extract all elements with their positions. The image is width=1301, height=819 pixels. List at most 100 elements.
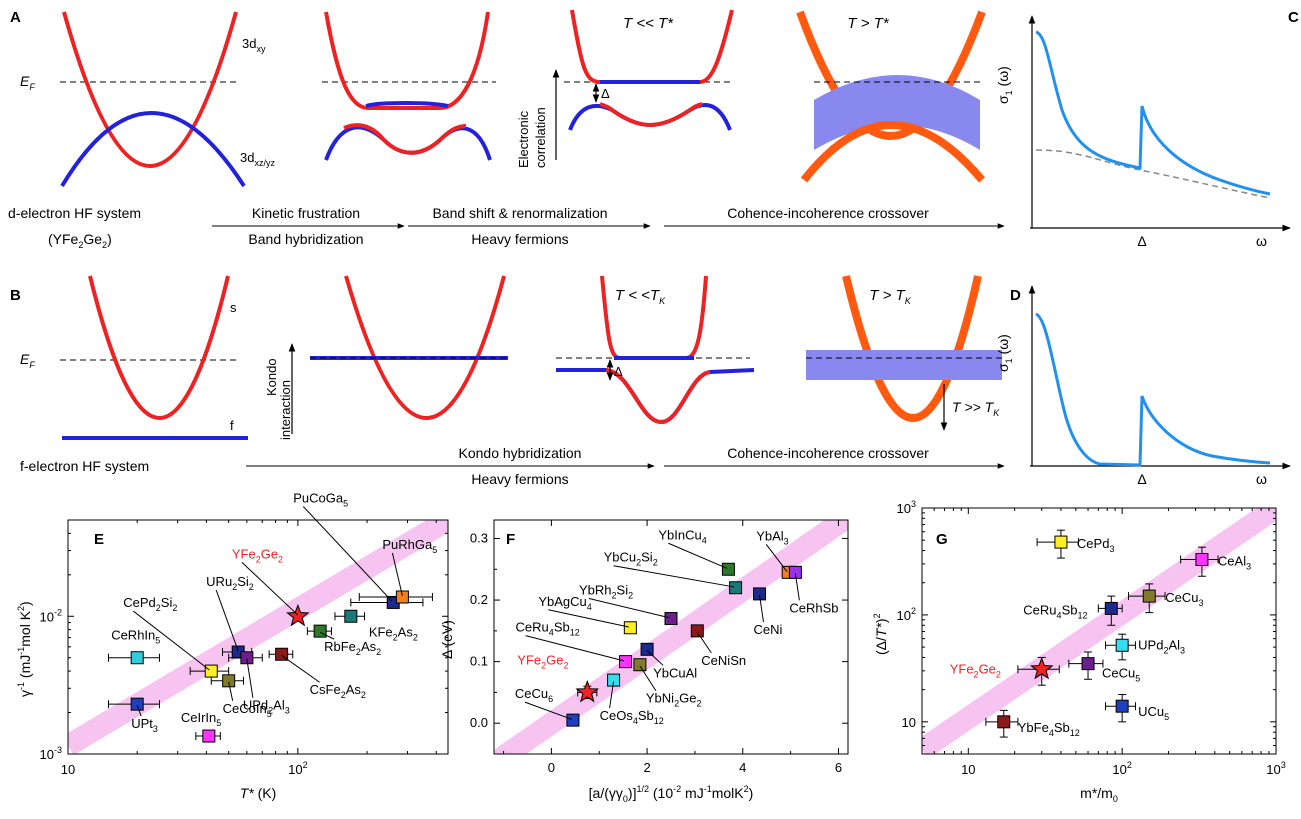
point-label: YFe2Ge2 (517, 652, 568, 670)
y-tick-label: 10-3 (40, 745, 62, 762)
band-lower (556, 368, 755, 424)
square-marker (1115, 638, 1129, 652)
x-axis-label: [a/(γγ0)]1/2 (10-2 mJ-1molK2) (589, 784, 754, 804)
square-marker (130, 697, 144, 711)
process-label-kondo: Kondo hybridization (459, 445, 582, 461)
y-axis-label: γ-1 (mJ-1mol K2) (16, 601, 33, 697)
data-point-CeCu3: CeCu3 (1128, 583, 1204, 614)
band-s (88, 275, 230, 420)
band-s-incoherent (842, 275, 982, 422)
title-high-t-a: T > T* (847, 15, 889, 32)
optical-conductivity-curve (1035, 312, 1271, 467)
point-label: YbNi2Ge2 (646, 691, 702, 709)
process-label-crossover: Cohence-incoherence crossover (727, 205, 929, 221)
label-leader-line (548, 609, 629, 628)
band-lower-hybrid-red (343, 123, 467, 155)
band-upper-hybrid (324, 11, 490, 110)
data-point-YFe2Ge2: YFe2Ge2 (517, 652, 600, 703)
label-leader-line (302, 506, 393, 602)
point-label: CeAl3 (1218, 553, 1251, 571)
panel-label-b: B (10, 287, 21, 304)
panel-label-f: F (506, 531, 515, 548)
y-tick-label: 102 (897, 606, 916, 623)
process-label-hybridization: Band hybridization (248, 231, 363, 247)
band-upper-incoherent (796, 10, 986, 140)
band-3dxz (60, 111, 246, 188)
x-axis-label: T* (K) (240, 785, 277, 801)
square-marker (202, 729, 216, 743)
band-diagram-a4: T > T* (796, 10, 986, 183)
point-label: CePd3 (1077, 536, 1115, 554)
x-tick-label: 10 (961, 762, 975, 777)
band-3dxy (62, 11, 238, 168)
data-point-YbAgCu4: YbAgCu4 (538, 594, 637, 635)
label-leader-line (613, 565, 735, 588)
point-label: UPd2Al3 (243, 698, 290, 716)
point-label: PuCoGa5 (293, 490, 348, 508)
point-label: CeNi (754, 622, 783, 637)
process-label-heavy-fermions: Heavy fermions (471, 231, 568, 247)
label-leader-line (319, 631, 335, 640)
point-label: CeCoIn5 (223, 701, 272, 719)
x-tick-label: 6 (835, 760, 842, 775)
data-point-CePd2Si2: CePd2Si2 (123, 595, 230, 678)
system-label-d: d-electron HF system (8, 205, 141, 221)
label-leader-line (646, 650, 664, 666)
y-tick-label: 10 (902, 715, 916, 730)
band-lower-red (605, 368, 711, 424)
point-label: CeCu5 (1102, 666, 1140, 684)
point-label: CsFe2As2 (310, 682, 366, 700)
square-marker (623, 621, 637, 635)
data-point-KFe2As2: KFe2As2 (334, 609, 418, 642)
point-label: YFe2Ge2 (232, 546, 283, 564)
ef-label: EF (20, 73, 35, 92)
drude-curve (1035, 149, 1271, 199)
band-diagram-a2 (322, 11, 496, 161)
square-marker (607, 673, 621, 687)
point-label: CeRhIn5 (111, 628, 160, 646)
square-marker (222, 674, 236, 688)
point-label: CeRu4Sb12 (516, 620, 580, 638)
label-leader-line (281, 655, 320, 683)
system-label-d-formula: (YFe2Ge2) (48, 231, 112, 250)
process-label-band-shift: Band shift & renormalization (432, 205, 607, 221)
square-marker (633, 658, 647, 672)
process-label-crossover-b: Cohence-incoherence crossover (727, 445, 929, 461)
square-marker (395, 590, 409, 604)
square-marker (619, 655, 633, 669)
temperature-label: T >> TK (952, 399, 1000, 418)
point-label: CeRhSb (789, 600, 838, 615)
point-label: UCu5 (1138, 704, 1169, 722)
square-marker (640, 642, 654, 656)
square-marker (566, 713, 580, 727)
band-lower-red (599, 102, 703, 127)
point-label: YbCuAl (653, 665, 697, 680)
data-point-CeNi: CeNi (753, 587, 783, 637)
data-point-CeCoIn5: CeCoIn5 (210, 674, 272, 719)
band-s (344, 275, 506, 420)
y-tick-label: 0.3 (470, 530, 488, 545)
square-marker (1104, 601, 1118, 615)
band-diagram-b2 (310, 275, 508, 420)
square-marker (721, 562, 735, 576)
x-axis-label: m*/m0 (1080, 785, 1118, 804)
data-point-CeCu6: CeCu6 (515, 686, 580, 727)
data-point-UCu5: UCu5 (1105, 694, 1169, 723)
x-tick-label: 102 (1112, 760, 1131, 777)
y-tick-label: 0.1 (470, 654, 488, 669)
data-point-CsFe2As2: CsFe2As2 (268, 647, 366, 700)
point-label: CeRu4Sb12 (1023, 602, 1087, 620)
panel-label-d: D (1010, 287, 1021, 304)
square-marker (664, 612, 678, 626)
process-label-heavy-fermions-b: Heavy fermions (471, 471, 568, 487)
label-leader-line (668, 542, 728, 569)
data-point-UPd2Al3: UPd2Al3 (1105, 633, 1185, 661)
conductivity-sketch-d: D σ1 (ω) Δ ω (995, 285, 1291, 487)
panel-label-c: C (1288, 9, 1299, 26)
band-diagram-b3: T < <TK Δ (556, 275, 755, 424)
data-point-CeRu4Sb12: CeRu4Sb12 (1023, 595, 1123, 626)
scatter-panel-e: E 10 102 10-3 10-2 γ-1 (mJ-1mol K2) T* (K) UPt3… (16, 490, 449, 801)
point-label: CeCu3 (1165, 590, 1203, 608)
y-axis-label: (Δ/T*)2 (872, 613, 889, 655)
kondo-label-2: interaction (278, 380, 293, 440)
